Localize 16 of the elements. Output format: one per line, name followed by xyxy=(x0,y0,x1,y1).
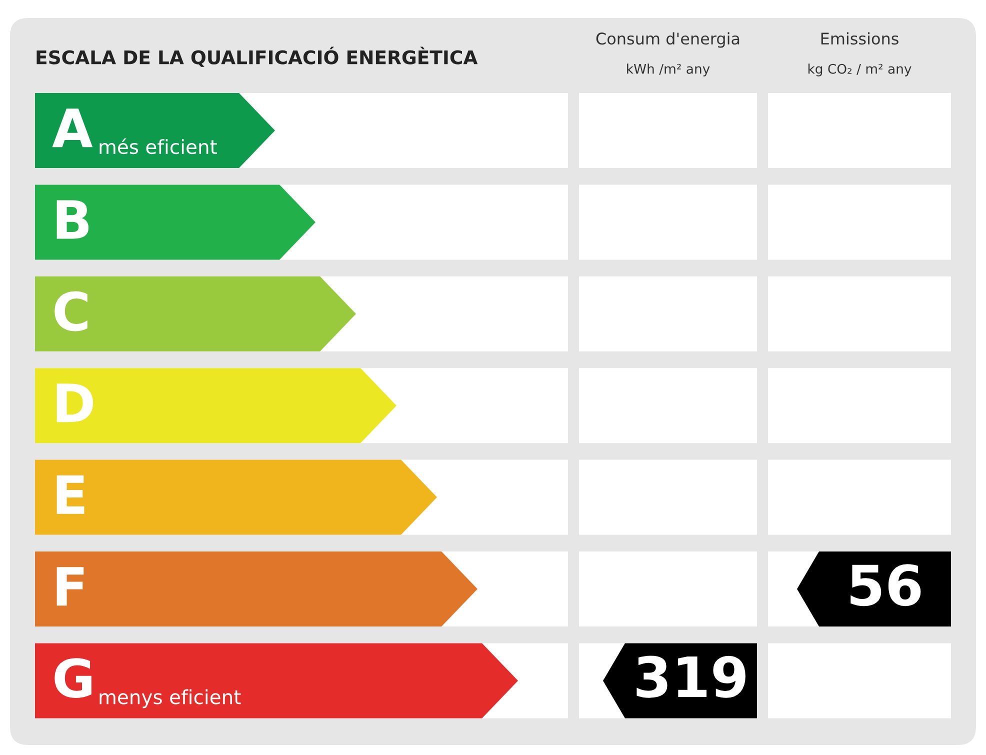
text: ESCALA DE LA QUALIFICACIÓ ENERGÈTICA xyxy=(36,46,478,67)
category-label: F xyxy=(56,567,84,606)
data-label: 56 xyxy=(850,564,921,606)
text: més eficient xyxy=(100,138,217,154)
text: kg CO₂ / m² any xyxy=(808,64,912,76)
category-label: A xyxy=(52,108,93,148)
category-label: B xyxy=(56,200,89,239)
text: kWh /m² any xyxy=(627,64,710,76)
text: Emissions xyxy=(821,32,898,45)
text: Consum d'energia xyxy=(596,32,740,48)
category-label: E xyxy=(56,475,84,514)
data-label: 319 xyxy=(636,656,746,698)
category-label: C xyxy=(54,291,88,332)
category-label: D xyxy=(56,384,94,422)
text: menys eficient xyxy=(100,689,241,708)
category-label: G xyxy=(54,658,92,698)
